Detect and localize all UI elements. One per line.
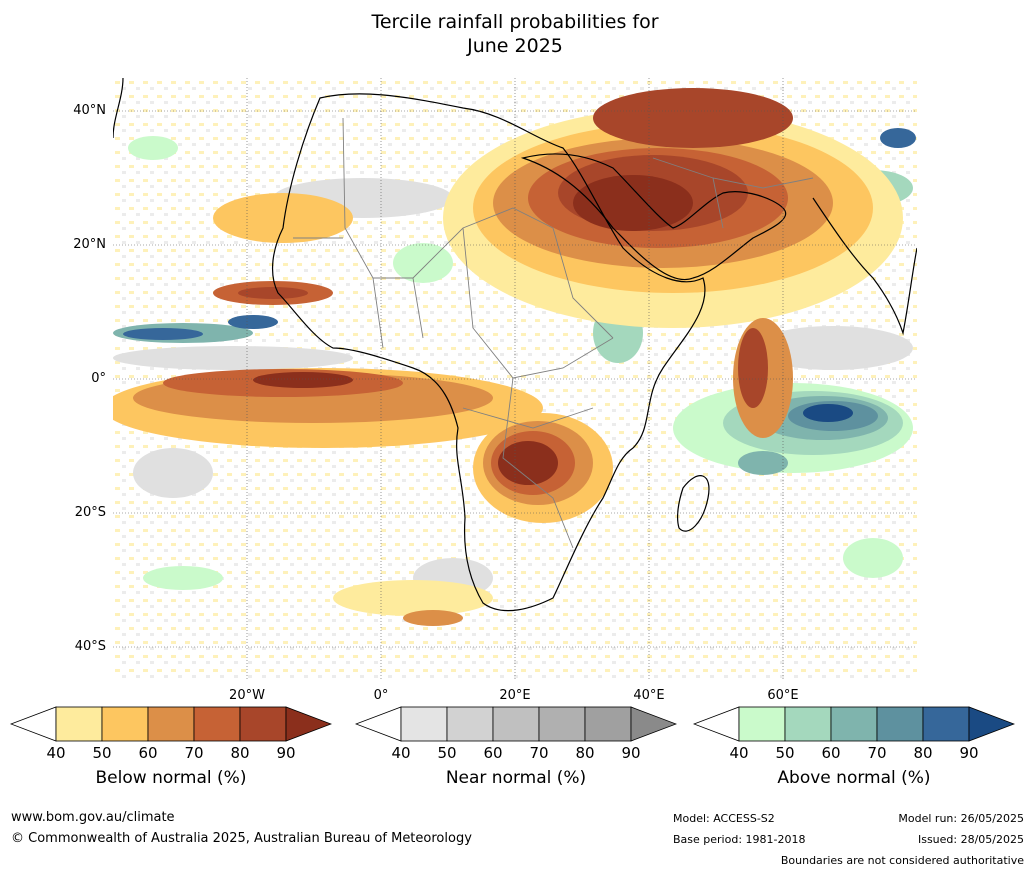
footer-issued: Issued: 28/05/2025 xyxy=(917,833,1024,846)
colorbar-extend-high xyxy=(285,706,332,742)
iberia-coastline xyxy=(113,78,124,139)
colorbar-tick: 90 xyxy=(959,744,979,762)
lon-label-20w: 20°W xyxy=(229,688,265,703)
above-normal-ticks: 40 50 60 70 80 90 xyxy=(693,744,1015,764)
lat-label-0: 0° xyxy=(91,371,106,386)
below-normal-label: Below normal (%) xyxy=(95,768,247,788)
colorbar-extend-high xyxy=(968,706,1015,742)
colorbar-tick: 80 xyxy=(575,744,595,762)
colorbar-tick: 90 xyxy=(621,744,641,762)
colorbar-bin xyxy=(738,706,786,742)
colorbar-tick: 80 xyxy=(913,744,933,762)
lat-label-20n: 20°N xyxy=(73,237,106,252)
colorbar-extend-low xyxy=(693,706,740,742)
colorbar-tick: 40 xyxy=(729,744,749,762)
map-title: Tercile rainfall probabilities for June … xyxy=(0,10,1030,58)
colorbar-bin xyxy=(101,706,149,742)
country-boundaries xyxy=(293,117,814,549)
colorbar-tick: 50 xyxy=(775,744,795,762)
above-normal-label: Above normal (%) xyxy=(777,768,931,788)
colorbar-bin xyxy=(446,706,494,742)
colorbar-extend-low xyxy=(355,706,402,742)
title-line-2: June 2025 xyxy=(467,35,563,57)
above-normal-colorbar xyxy=(693,706,1015,742)
colorbar-tick: 60 xyxy=(138,744,158,762)
colorbar-bin xyxy=(584,706,632,742)
below-normal-ticks: 40 50 60 70 80 90 xyxy=(10,744,332,764)
colorbar-tick: 80 xyxy=(230,744,250,762)
colorbar-extend-high xyxy=(630,706,677,742)
footer-base-period: Base period: 1981-2018 xyxy=(673,833,806,846)
footer-model-run: Model run: 26/05/2025 xyxy=(898,812,1024,825)
africa-coastline xyxy=(272,93,706,612)
below-normal-colorbar xyxy=(10,706,332,742)
lon-label-60e: 60°E xyxy=(767,688,799,703)
lat-label-20s: 20°S xyxy=(74,505,106,520)
colorbar-bin xyxy=(784,706,832,742)
lon-label-0: 0° xyxy=(373,688,389,703)
near-normal-label: Near normal (%) xyxy=(445,768,587,788)
colorbar-tick: 50 xyxy=(437,744,457,762)
title-line-1: Tercile rainfall probabilities for xyxy=(371,11,659,33)
footer-copyright: © Commonwealth of Australia 2025, Austra… xyxy=(11,831,472,846)
colorbar-bin xyxy=(922,706,970,742)
near-normal-colorbar xyxy=(355,706,677,742)
colorbar-tick: 90 xyxy=(276,744,296,762)
colorbar-tick: 70 xyxy=(867,744,887,762)
coastlines xyxy=(113,78,917,612)
footer-url: www.bom.gov.au/climate xyxy=(11,810,175,825)
colorbar-bin xyxy=(876,706,924,742)
colorbar-bin xyxy=(538,706,586,742)
footer-model: Model: ACCESS-S2 xyxy=(673,812,775,825)
colorbar-tick: 40 xyxy=(391,744,411,762)
rainfall-probability-map xyxy=(113,78,917,680)
colorbar-bin xyxy=(193,706,241,742)
colorbar-bin xyxy=(492,706,540,742)
colorbar-bin xyxy=(830,706,878,742)
colorbar-bin xyxy=(239,706,287,742)
colorbar-tick: 40 xyxy=(46,744,66,762)
lat-label-40n: 40°N xyxy=(73,103,106,118)
colorbar-tick: 70 xyxy=(184,744,204,762)
colorbar-tick: 60 xyxy=(483,744,503,762)
lat-label-40s: 40°S xyxy=(74,639,106,654)
madagascar-coastline xyxy=(677,475,710,532)
near-normal-ticks: 40 50 60 70 80 90 xyxy=(355,744,677,764)
arabia-coastline xyxy=(520,153,787,281)
colorbar-bin xyxy=(55,706,103,742)
colorbar-tick: 70 xyxy=(529,744,549,762)
colorbar-bin xyxy=(400,706,448,742)
graticule xyxy=(113,78,917,680)
colorbar-tick: 50 xyxy=(92,744,112,762)
lon-label-40e: 40°E xyxy=(633,688,665,703)
colorbar-tick: 60 xyxy=(821,744,841,762)
colorbar-extend-low xyxy=(10,706,57,742)
lon-label-20e: 20°E xyxy=(499,688,531,703)
india-coastline xyxy=(812,197,917,336)
colorbar-bin xyxy=(147,706,195,742)
footer-disclaimer: Boundaries are not considered authoritat… xyxy=(780,854,1024,867)
